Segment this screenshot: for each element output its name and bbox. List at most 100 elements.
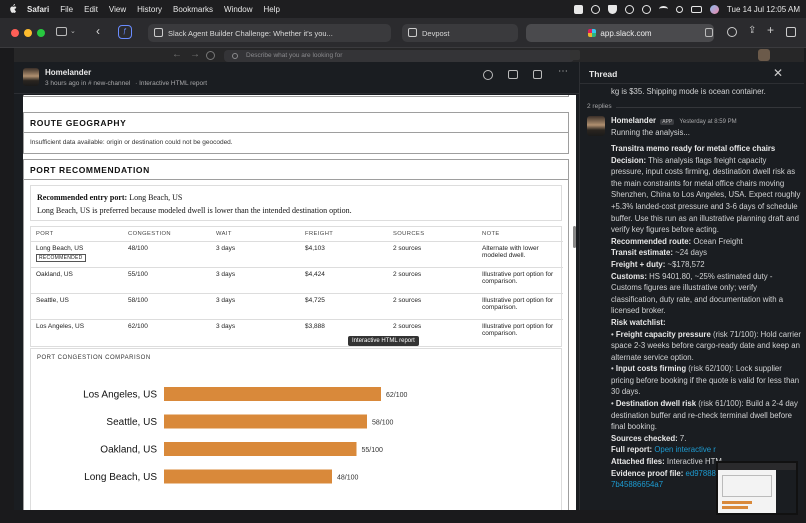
scrollbar-handle[interactable]: [573, 226, 576, 248]
attached-files-value[interactable]: Interactive HTM: [664, 457, 722, 467]
watch-item-text: (risk 71/100): Hold carrier space 2-3 we…: [611, 329, 801, 362]
back-arrow-icon[interactable]: ←: [172, 49, 182, 60]
port-cell: Seattle, US: [31, 293, 123, 320]
control-center-icon[interactable]: [690, 5, 702, 13]
more-options-icon[interactable]: ⋯: [558, 66, 568, 77]
reader-icon[interactable]: [705, 28, 713, 37]
menubar-item-window[interactable]: Window: [224, 4, 253, 14]
thumbnail-bars: [722, 501, 752, 504]
sources-cell[interactable]: 2 sources: [388, 267, 477, 294]
transit-value: ~24 days: [672, 248, 707, 258]
col-header-freight[interactable]: FREIGHT: [305, 231, 334, 237]
screenshot-thumbnail[interactable]: [716, 461, 798, 515]
search-icon: [232, 53, 238, 59]
tab-overview-icon[interactable]: [786, 27, 796, 37]
thread-title: Thread: [589, 69, 618, 79]
thumbnail-content-lines: [722, 475, 772, 497]
wifi-icon[interactable]: [658, 6, 668, 12]
devpost-favicon-icon: [408, 28, 417, 37]
menubar-clock[interactable]: Tue 14 Jul 12:05 AM: [726, 4, 800, 14]
message-channel-link[interactable]: # new-channel: [88, 80, 131, 87]
back-icon[interactable]: ‹: [96, 24, 100, 38]
extension-icon[interactable]: ƒ: [118, 25, 132, 39]
html-report-preview[interactable]: ROUTE GEOGRAPHY Insufficient data availa…: [23, 95, 576, 510]
sources-cell[interactable]: 2 sources: [388, 293, 477, 320]
tab-devpost[interactable]: Devpost: [402, 24, 518, 42]
port-name: Long Beach, US: [36, 245, 84, 252]
congestion-cell: 58/100: [123, 293, 211, 320]
attached-files-line: Attached files: Interactive HTM: [611, 456, 801, 468]
congestion-bar: [164, 414, 367, 429]
col-header-note[interactable]: NOTE: [482, 231, 500, 237]
avatar[interactable]: [23, 68, 39, 86]
close-window-button[interactable]: [11, 29, 19, 37]
chart-title: PORT CONGESTION COMPARISON: [37, 355, 151, 361]
minimize-window-button[interactable]: [24, 29, 32, 37]
proof-file-link-continued[interactable]: 7b45886654a7: [611, 480, 664, 490]
col-header-congestion[interactable]: CONGESTION: [128, 231, 171, 237]
avatar[interactable]: [587, 116, 605, 136]
port-recommendation-section: PORT RECOMMENDATION Recommended entry po…: [23, 159, 569, 510]
settings-icon[interactable]: [624, 4, 634, 14]
proof-file-line: Evidence proof file: ed97888a: [611, 468, 801, 480]
category-label: Seattle, US: [106, 417, 157, 428]
menubar-item-edit[interactable]: Edit: [84, 4, 98, 14]
menubar-app-name[interactable]: Safari: [27, 4, 50, 14]
notion-icon[interactable]: [573, 4, 583, 14]
chevron-down-icon[interactable]: ⌄: [70, 28, 76, 35]
slack-search-input[interactable]: Describe what you are looking for: [224, 50, 574, 62]
congestion-cell: 62/100: [123, 319, 211, 346]
forward-arrow-icon[interactable]: →: [190, 49, 200, 60]
replies-divider: [616, 107, 801, 108]
customs-label: Customs:: [611, 271, 647, 281]
route-geography-text: Insufficient data available: origin or d…: [30, 139, 233, 146]
menubar-item-file[interactable]: File: [60, 4, 74, 14]
split-view-icon[interactable]: [508, 70, 518, 79]
shield-icon[interactable]: [607, 4, 617, 14]
thread-panel: Thread ✕ kg is $35. Shipping mode is oce…: [579, 62, 804, 510]
message-author[interactable]: Homelander: [45, 68, 92, 77]
reply-author[interactable]: Homelander: [611, 116, 657, 125]
message-time: 3 hours ago in: [45, 80, 87, 87]
memo-body: Transitra memo ready for metal office ch…: [611, 143, 801, 491]
menubar-item-help[interactable]: Help: [263, 4, 280, 14]
route-value: Ocean Freight: [691, 236, 743, 246]
avatar-icon[interactable]: [758, 49, 770, 61]
tab-slack-agent-builder[interactable]: Slack Agent Builder Challenge: Whether i…: [148, 24, 391, 42]
menubar-item-view[interactable]: View: [108, 4, 127, 14]
download-icon[interactable]: [483, 70, 493, 80]
new-tab-icon[interactable]: +: [767, 23, 775, 37]
full-report-link[interactable]: Open interactive r: [652, 445, 716, 455]
table-row: Long Beach, US RECOMMENDED 48/100 3 days …: [31, 241, 563, 268]
macos-menubar: Safari File Edit View History Bookmarks …: [0, 0, 806, 18]
reply-time[interactable]: Yesterday at 8:59 PM: [679, 119, 737, 125]
bar-value-label: 48/100: [337, 475, 359, 482]
play-icon[interactable]: [641, 4, 651, 14]
menubar-item-history[interactable]: History: [137, 4, 163, 14]
congestion-bar: [164, 442, 357, 456]
apple-icon[interactable]: [9, 3, 17, 15]
history-icon[interactable]: [206, 51, 215, 60]
close-icon[interactable]: ✕: [773, 66, 784, 80]
wait-cell: 3 days: [211, 241, 300, 268]
address-bar[interactable]: app.slack.com: [526, 24, 714, 42]
zoom-window-button[interactable]: [37, 29, 45, 37]
proof-file-link[interactable]: ed97888a: [683, 468, 721, 478]
category-label: Oakland, US: [100, 445, 157, 456]
wait-cell: 3 days: [211, 293, 300, 320]
copy-icon[interactable]: [533, 70, 542, 79]
menubar-item-bookmarks[interactable]: Bookmarks: [173, 4, 214, 14]
watchlist-label: Risk watchlist:: [611, 317, 666, 327]
col-header-sources[interactable]: SOURCES: [393, 231, 425, 237]
sidebar-toggle-icon[interactable]: [56, 27, 67, 36]
category-label: Long Beach, US: [84, 472, 157, 483]
bluetooth-icon[interactable]: [590, 4, 600, 14]
devpost-favicon-icon: [154, 28, 163, 37]
col-header-port[interactable]: PORT: [36, 231, 54, 237]
share-icon[interactable]: ⇪: [748, 25, 757, 36]
siri-icon[interactable]: [709, 4, 719, 14]
col-header-wait[interactable]: WAIT: [216, 231, 232, 237]
search-icon[interactable]: [675, 5, 683, 13]
download-icon[interactable]: [727, 27, 737, 37]
sources-cell[interactable]: 2 sources: [388, 241, 477, 268]
